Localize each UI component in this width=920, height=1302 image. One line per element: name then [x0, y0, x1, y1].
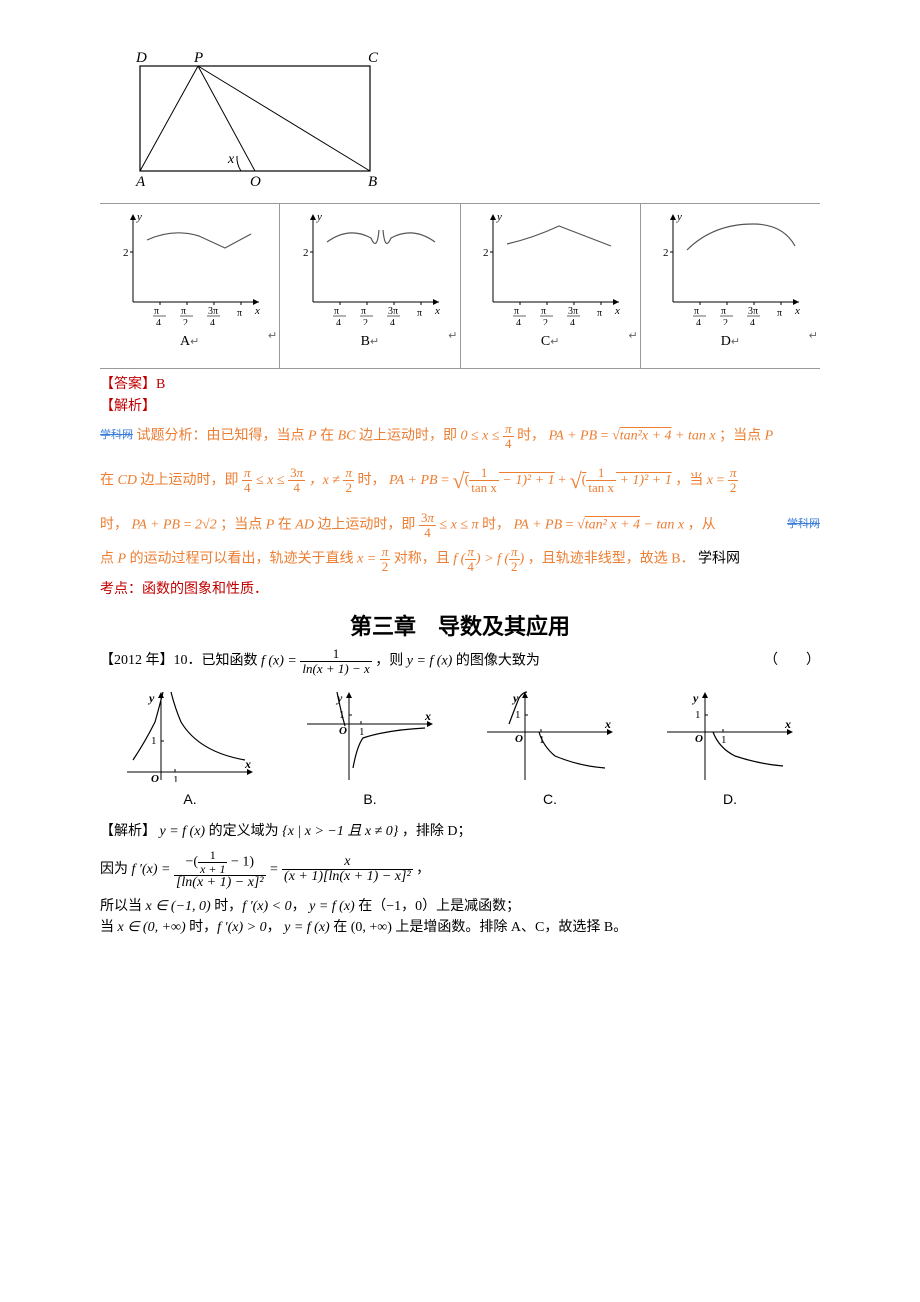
analysis-line-3: 时， PA + PB = 2√2 ；当点 P 在 AD 边上运动时，即 3π4 … [100, 511, 820, 539]
chart-D: y x 2 π4π23π4π ↵ D↵ [641, 204, 820, 368]
option-graph: O 1 1 x y C. [485, 690, 615, 807]
svg-text:π: π [777, 308, 782, 319]
chapter-title: 第三章 导数及其应用 [100, 609, 820, 641]
svg-text:4: 4 [336, 318, 341, 325]
svg-text:y: y [511, 691, 519, 705]
analysis-label: 【解析】 [100, 397, 820, 417]
svg-text:O: O [515, 733, 523, 745]
svg-text:π: π [237, 308, 242, 319]
svg-text:B: B [368, 174, 377, 190]
svg-text:x: x [244, 757, 251, 771]
svg-text:1: 1 [173, 774, 179, 782]
svg-text:2: 2 [543, 318, 548, 325]
svg-text:π: π [694, 306, 699, 317]
rectangle-figure: D P C A O B x [128, 50, 820, 195]
svg-text:y: y [316, 211, 322, 223]
svg-text:2: 2 [363, 318, 368, 325]
svg-text:4: 4 [696, 318, 701, 325]
svg-text:x: x [794, 305, 800, 317]
svg-text:4: 4 [750, 318, 755, 325]
svg-text:x: x [227, 152, 235, 167]
option-graph: O 1 1 x y A. [125, 690, 255, 807]
svg-text:x: x [784, 717, 791, 731]
svg-text:π: π [597, 308, 602, 319]
svg-text:π: π [154, 306, 159, 317]
svg-text:O: O [151, 773, 159, 782]
svg-text:1: 1 [695, 709, 701, 721]
svg-text:π: π [361, 306, 366, 317]
svg-text:x: x [254, 305, 260, 317]
svg-text:1: 1 [721, 734, 727, 746]
svg-text:π: π [334, 306, 339, 317]
svg-text:O: O [250, 174, 261, 190]
svg-text:π: π [541, 306, 546, 317]
svg-text:4: 4 [156, 318, 161, 325]
svg-text:O: O [695, 733, 703, 745]
svg-text:A: A [135, 174, 146, 190]
chart-A: y x 2 π4π23π4π ↵ A↵ [100, 204, 280, 368]
solution-line-1: 【解析】 y = f (x) 的定义域为 {x | x > −1 且 x ≠ 0… [100, 821, 820, 843]
svg-text:4: 4 [210, 318, 215, 325]
option-graph: O 1 1 x y D. [665, 690, 795, 807]
top-charts-row: y x 2 π4π23π4π ↵ A↵ y x 2 π4π23π4π [100, 203, 820, 369]
chart-B: y x 2 π4π23π4π ↵ B↵ [280, 204, 460, 368]
svg-text:π: π [417, 308, 422, 319]
svg-text:2: 2 [303, 247, 309, 259]
svg-text:C: C [368, 50, 379, 66]
solution-line-4: 当 x ∈ (0, +∞) 时，f ′(x) > 0， y = f (x) 在 … [100, 918, 820, 938]
analysis-line-2: 在 CD 边上运动时，即 π4 ≤ x ≤ 3π4 ，x ≠ π2 时， PA … [100, 457, 820, 505]
solution-derivative: 因为 f ′(x) = −(1x + 1 − 1) [ln(x + 1) − x… [100, 849, 820, 891]
svg-text:2: 2 [723, 318, 728, 325]
svg-text:1: 1 [515, 709, 521, 721]
svg-text:D: D [135, 50, 147, 66]
svg-text:4: 4 [390, 318, 395, 325]
solution-line-3: 所以当 x ∈ (−1, 0) 时，f ′(x) < 0， y = f (x) … [100, 897, 820, 917]
question-10: 【2012 年】10． 已知函数 f (x) = 1ln(x + 1) − x … [100, 647, 820, 675]
svg-text:x: x [434, 305, 440, 317]
svg-text:x: x [424, 709, 431, 723]
svg-text:P: P [193, 50, 203, 66]
svg-text:4: 4 [570, 318, 575, 325]
kaodian-line: 考点：函数的图象和性质． [100, 580, 820, 600]
svg-text:π: π [181, 306, 186, 317]
answer-line: 【答案】B [100, 375, 820, 395]
svg-text:3π: 3π [748, 306, 758, 317]
svg-text:3π: 3π [568, 306, 578, 317]
svg-text:2: 2 [183, 318, 188, 325]
chart-C: y x 2 π4π23π4π ↵ C↵ [461, 204, 641, 368]
svg-text:2: 2 [483, 247, 489, 259]
svg-text:2: 2 [663, 247, 669, 259]
analysis-line-1: 学科网 试题分析：由已知得，当点 P 在 BC 边上运动时，即 0 ≤ x ≤ … [100, 422, 820, 450]
svg-text:1: 1 [151, 735, 157, 747]
analysis-line-4: 点 P 的运动过程可以看出，轨迹关于直线 x = π2 对称，且 f (π4) … [100, 545, 820, 573]
svg-text:y: y [496, 211, 502, 223]
option-graph: O 1 1 x y B. [305, 690, 435, 807]
svg-text:π: π [721, 306, 726, 317]
svg-text:2: 2 [123, 247, 129, 259]
svg-text:y: y [136, 211, 142, 223]
svg-text:O: O [339, 725, 347, 737]
svg-text:y: y [676, 211, 682, 223]
svg-text:y: y [147, 691, 155, 705]
option-graphs-row: O 1 1 x y A. O 1 1 x y [100, 690, 820, 807]
svg-text:x: x [614, 305, 620, 317]
svg-text:π: π [514, 306, 519, 317]
svg-text:3π: 3π [388, 306, 398, 317]
svg-text:4: 4 [516, 318, 521, 325]
svg-text:1: 1 [359, 726, 365, 738]
svg-text:x: x [604, 717, 611, 731]
svg-text:y: y [691, 691, 699, 705]
svg-text:3π: 3π [208, 306, 218, 317]
